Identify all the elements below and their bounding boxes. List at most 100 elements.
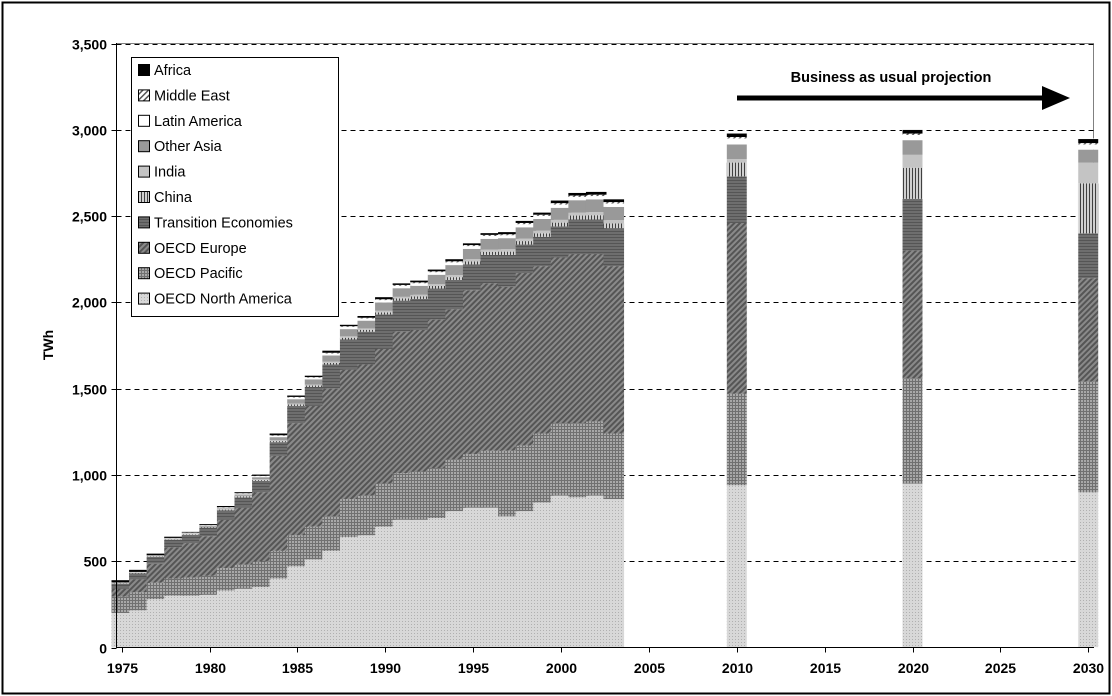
bar-segment-oecd-north-america <box>287 566 308 648</box>
bar-1981 <box>216 505 238 648</box>
y-tick-label: 3,500 <box>72 37 107 53</box>
bar-segment-other-asia <box>603 206 625 221</box>
bar-segment-latin-america <box>216 507 238 509</box>
bar-segment-other-asia <box>585 199 607 213</box>
bar-segment-china <box>199 527 220 528</box>
bar-1985 <box>287 395 308 648</box>
bar-segment-oecd-pacific <box>515 445 537 512</box>
bar-segment-latin-america <box>339 326 361 330</box>
bar-segment-oecd-europe <box>146 563 168 583</box>
bar-segment-oecd-north-america <box>269 578 291 648</box>
bar-segment-oecd-north-america <box>902 483 923 648</box>
bar-segment-oecd-europe <box>392 331 414 474</box>
bar-segment-oecd-europe <box>568 254 589 424</box>
bar-segment-latin-america <box>902 134 923 141</box>
bar-segment-latin-america <box>550 204 572 208</box>
bar-segment-transition-economies <box>146 556 168 564</box>
bar-segment-middle-east <box>287 396 308 398</box>
bar-segment-middle-east <box>445 261 466 263</box>
bar-segment-transition-economies <box>410 298 431 330</box>
bar-1990 <box>375 297 396 648</box>
bar-segment-india <box>550 219 572 223</box>
bar-segment-oecd-europe <box>533 266 554 434</box>
bar-segment-oecd-pacific <box>269 550 291 579</box>
legend-item-latin-america: Latin America <box>138 114 243 130</box>
bar-segment-africa <box>111 580 133 583</box>
bar-segment-africa <box>304 375 326 378</box>
bar-segment-other-asia <box>199 525 220 527</box>
bar-1980 <box>199 524 220 648</box>
bar-segment-middle-east <box>515 222 537 225</box>
bar-segment-middle-east <box>357 317 379 319</box>
bar-segment-india <box>199 526 220 528</box>
bar-segment-india <box>462 259 484 262</box>
bar-segment-china <box>533 233 554 237</box>
y-tick-label: 2,500 <box>72 209 107 225</box>
bar-segment-latin-america <box>462 246 484 249</box>
bar-segment-china <box>550 222 572 227</box>
bar-segment-latin-america <box>357 318 379 321</box>
bar-segment-other-asia <box>357 320 379 329</box>
bar-segment-other-asia <box>902 140 923 155</box>
bar-segment-oecd-pacific <box>375 483 396 527</box>
bar-segment-other-asia <box>462 248 484 260</box>
bar-segment-oecd-europe <box>445 309 466 460</box>
projection-arrow <box>737 86 1070 110</box>
bar-segment-oecd-europe <box>164 547 185 579</box>
bar-segment-other-asia <box>498 238 519 250</box>
bar-segment-middle-east <box>375 299 396 301</box>
bar-segment-china <box>480 251 502 255</box>
bar-segment-africa <box>585 191 607 195</box>
bar-1988 <box>339 324 361 648</box>
bar-segment-africa <box>339 324 361 327</box>
bar-1987 <box>322 350 343 648</box>
bar-segment-other-asia <box>181 533 203 534</box>
legend-label: Africa <box>154 63 192 79</box>
bar-segment-latin-america <box>427 272 449 275</box>
bar-segment-latin-america <box>603 203 625 207</box>
bar-segment-oecd-pacific <box>533 433 554 503</box>
legend-swatch <box>138 267 150 280</box>
x-tick-label: 2020 <box>898 660 929 676</box>
bar-segment-oecd-north-america <box>462 507 484 648</box>
bar-segment-latin-america <box>568 196 589 201</box>
bar-segment-oecd-europe <box>902 250 923 379</box>
legend-swatch <box>138 114 150 127</box>
bar-1991 <box>392 283 414 648</box>
bar-segment-oecd-europe <box>515 273 537 446</box>
bar-segment-oecd-north-america <box>585 495 607 648</box>
y-tick-label: 2,000 <box>72 295 107 311</box>
bar-segment-oecd-pacific <box>357 495 379 536</box>
bar-segment-oecd-europe <box>585 254 607 422</box>
bar-segment-oecd-north-america <box>164 595 185 648</box>
bar-segment-oecd-north-america <box>375 526 396 648</box>
bar-segment-africa <box>498 232 519 235</box>
x-tick-label: 1990 <box>370 660 401 676</box>
legend-item-india: India <box>138 165 186 181</box>
bar-segment-africa <box>392 283 414 285</box>
bar-segment-china <box>568 215 589 220</box>
bar-segment-transition-economies <box>111 583 133 589</box>
bar-segment-oecd-europe <box>550 257 572 424</box>
legend-swatch <box>138 292 150 305</box>
bar-1984 <box>269 433 291 648</box>
bar-segment-oecd-europe <box>129 579 150 593</box>
bar-segment-china <box>181 534 203 535</box>
bar-segment-oecd-pacific <box>498 450 519 517</box>
legend-label: OECD Pacific <box>154 266 243 282</box>
bar-segment-china <box>216 509 238 511</box>
bar-segment-transition-economies <box>216 510 238 520</box>
bar-segment-oecd-pacific <box>462 454 484 508</box>
bar-segment-india <box>322 361 343 363</box>
bar-segment-transition-economies <box>199 527 220 537</box>
bar-segment-middle-east <box>480 234 502 236</box>
bar-segment-oecd-north-america <box>199 594 220 648</box>
bar-segment-oecd-north-america <box>533 502 554 648</box>
bar-1977 <box>146 553 168 648</box>
bar-1999 <box>533 212 554 648</box>
legend-item-other-asia: Other Asia <box>138 139 223 155</box>
bar-segment-oecd-north-america <box>568 497 589 648</box>
bar-segment-africa <box>568 192 589 196</box>
bar-segment-africa <box>287 395 308 397</box>
bar-segment-oecd-north-america <box>392 519 414 648</box>
